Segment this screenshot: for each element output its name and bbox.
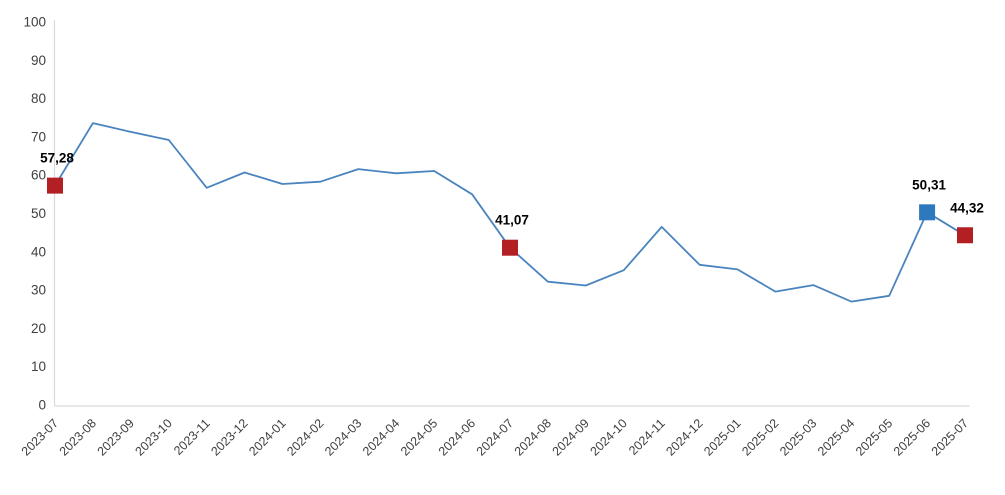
y-axis-tick-label: 80 — [31, 91, 46, 106]
y-axis-tick-label: 30 — [31, 283, 46, 298]
y-axis-tick-label: 10 — [31, 359, 46, 374]
x-axis-tick-label: 2025-03 — [777, 416, 819, 458]
x-axis-tick-label: 2025-06 — [891, 416, 933, 458]
y-axis-tick-label: 100 — [23, 15, 46, 30]
x-axis-tick-label: 2024-11 — [626, 416, 668, 458]
y-axis-tick-label: 70 — [31, 129, 46, 144]
y-axis-tick-label: 90 — [31, 53, 46, 68]
x-axis-tick-label: 2024-03 — [322, 416, 364, 458]
data-point-marker-2024-07 — [502, 239, 518, 256]
x-axis-tick-label: 2024-01 — [246, 416, 288, 458]
x-axis-tick-label: 2023-09 — [95, 416, 137, 458]
y-axis-tick-label: 20 — [31, 321, 46, 336]
x-axis-tick-label: 2024-04 — [360, 416, 402, 458]
x-axis-tick-label: 2025-07 — [929, 416, 971, 458]
x-axis-tick-label: 2023-08 — [57, 416, 99, 458]
data-point-marker-2025-06 — [919, 204, 936, 221]
x-axis-tick-label: 2023-12 — [208, 416, 250, 458]
x-axis-tick-label: 2024-10 — [588, 416, 630, 458]
x-axis-tick-label: 2025-01 — [701, 416, 743, 458]
y-axis-tick-label: 0 — [38, 398, 46, 413]
x-axis-tick-label: 2024-02 — [284, 416, 326, 458]
data-point-label-2023-07: 57,28 — [40, 151, 74, 166]
y-axis-tick-label: 40 — [31, 244, 46, 259]
x-axis-tick-label: 2023-10 — [133, 416, 175, 458]
x-axis-tick-label: 2024-09 — [550, 416, 592, 458]
x-axis-tick-label: 2025-05 — [853, 416, 895, 458]
x-axis-tick-label: 2025-04 — [815, 416, 857, 458]
data-point-label-2025-06: 50,31 — [912, 177, 946, 192]
x-axis-tick-label: 2023-11 — [171, 416, 213, 458]
data-point-marker-2025-07 — [957, 227, 973, 244]
x-axis-tick-label: 2025-02 — [739, 416, 781, 458]
data-point-marker-2023-07 — [47, 177, 63, 194]
data-point-label-2025-07: 44,32 — [950, 200, 984, 215]
data-point-label-2024-07: 41,07 — [495, 213, 529, 228]
x-axis-tick-label: 2024-05 — [398, 416, 440, 458]
x-axis-tick-label: 2024-07 — [474, 416, 516, 458]
x-axis-tick-label: 2024-08 — [512, 416, 554, 458]
y-axis-tick-label: 60 — [31, 168, 46, 183]
x-axis-tick-label: 2024-12 — [663, 416, 705, 458]
y-axis-tick-label: 50 — [31, 206, 46, 221]
x-axis-tick-label: 2023-07 — [19, 416, 61, 458]
x-axis-tick-label: 2024-06 — [436, 416, 478, 458]
